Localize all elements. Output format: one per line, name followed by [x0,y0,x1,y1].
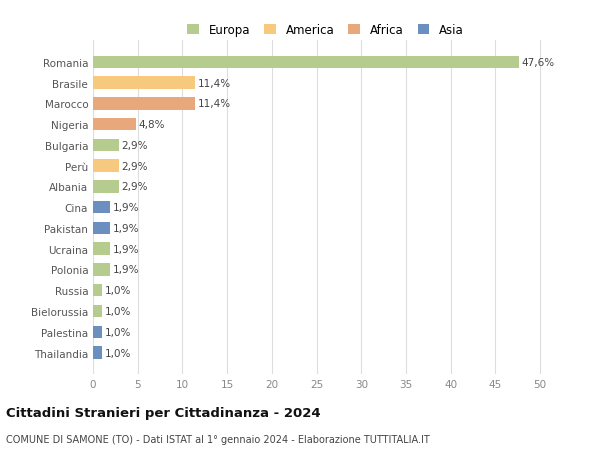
Bar [93,118,136,131]
Bar [93,285,102,297]
Text: 2,9%: 2,9% [122,182,148,192]
Bar [93,56,518,69]
Text: 1,0%: 1,0% [104,306,131,316]
Text: 4,8%: 4,8% [139,120,165,130]
Bar [93,347,102,359]
Text: COMUNE DI SAMONE (TO) - Dati ISTAT al 1° gennaio 2024 - Elaborazione TUTTITALIA.: COMUNE DI SAMONE (TO) - Dati ISTAT al 1°… [6,434,430,444]
Bar [93,160,119,173]
Text: 1,0%: 1,0% [104,348,131,358]
Bar [93,326,102,338]
Text: 2,9%: 2,9% [122,140,148,151]
Text: 11,4%: 11,4% [197,78,231,89]
Text: 1,9%: 1,9% [113,203,139,213]
Bar [93,202,110,214]
Text: 1,0%: 1,0% [104,327,131,337]
Bar [93,222,110,235]
Bar [93,263,110,276]
Text: 2,9%: 2,9% [122,161,148,171]
Bar [93,305,102,318]
Text: 1,9%: 1,9% [113,224,139,234]
Bar [93,181,119,193]
Bar [93,77,195,90]
Text: 1,0%: 1,0% [104,285,131,296]
Text: 1,9%: 1,9% [113,265,139,275]
Text: 1,9%: 1,9% [113,244,139,254]
Text: Cittadini Stranieri per Cittadinanza - 2024: Cittadini Stranieri per Cittadinanza - 2… [6,406,320,419]
Text: 47,6%: 47,6% [521,58,554,67]
Text: 11,4%: 11,4% [197,99,231,109]
Bar [93,140,119,152]
Bar [93,98,195,110]
Legend: Europa, America, Africa, Asia: Europa, America, Africa, Asia [187,24,464,37]
Bar [93,243,110,255]
